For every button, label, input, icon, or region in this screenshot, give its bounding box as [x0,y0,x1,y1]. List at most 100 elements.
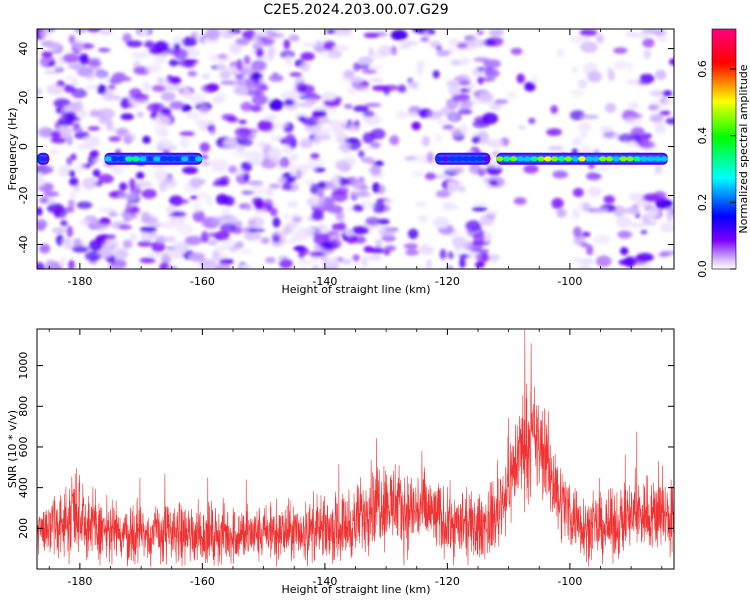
heatmap-blob [87,126,101,131]
heatmap-blob [37,176,45,187]
heatmap-blob [343,103,353,109]
heatmap-blob [624,207,638,215]
heatmap-blob [353,62,361,72]
heatmap-blob [269,157,279,164]
heatmap-blob [489,180,499,186]
heatmap-blob [411,170,424,178]
heatmap-blob [377,184,386,195]
heatmap-blob [327,119,344,127]
colorbar-tick-label: 0.4 [696,127,709,145]
heatmap-blob [551,197,564,210]
signal-band-core [612,156,621,162]
signal-band-core [448,156,457,162]
heatmap-blob [459,105,468,110]
heatmap-blob [368,254,382,261]
heatmap-blob [160,91,176,102]
heatmap-blob [628,192,646,202]
heatmap-blob [212,250,221,261]
signal-band-core [39,156,44,162]
heatmap-blob [64,75,77,81]
colorbar-gradient [711,28,737,270]
heatmap-blob [363,246,374,253]
heatmap-blob [250,60,267,72]
heatmap-blob [397,84,407,93]
heatmap-blob [418,246,435,255]
heatmap-blob [92,169,101,178]
y-tick-label: 1000 [17,352,30,380]
heatmap-blob [617,230,633,239]
heatmap-blob [251,94,268,106]
heatmap-blob [320,255,328,263]
heatmap-blob [613,47,628,54]
heatmap-blob [477,76,484,85]
heatmap-blob [552,170,568,179]
heatmap-blob [315,105,330,112]
heatmap-blob [460,57,471,66]
heatmap-blob [344,137,359,143]
heatmap-blob [192,210,205,223]
heatmap-blob [569,89,585,98]
x-tick-label: -140 [312,275,337,288]
heatmap-blob [238,264,252,269]
heatmap-blob [209,53,219,63]
heatmap-blob [337,177,349,186]
heatmap-blob [285,56,292,67]
heatmap-blob [55,234,64,246]
heatmap-blob [517,124,526,131]
heatmap-blob [398,41,408,50]
heatmap-blob [472,201,488,206]
heatmap-blob [317,181,326,190]
heatmap-blob [363,146,372,151]
heatmap-blob [403,243,419,250]
heatmap-blob [432,216,450,229]
heatmap-blob [62,111,77,122]
heatmap-blob [280,50,295,59]
heatmap-blob [654,163,663,175]
heatmap-blob [357,64,370,70]
heatmap-blob [248,216,265,229]
heatmap-blob [604,102,617,113]
heatmap-blob [331,223,347,231]
heatmap-blob [603,195,615,204]
heatmap-blob [243,232,262,241]
heatmap-blob [260,237,270,245]
heatmap-blob [243,55,251,66]
heatmap-blob [219,222,236,233]
heatmap-blob [662,90,673,97]
heatmap-blob [71,245,89,253]
heatmap-blob [353,105,369,112]
heatmap-blob [485,211,500,216]
heatmap-blob [63,84,76,93]
heatmap-blob [477,168,486,177]
heatmap-blob [159,262,170,269]
snr-panel: -180 -160 -140 -120 -100 200 400 600 800 1000 He… [6,328,675,596]
heatmap-signal [37,152,669,165]
signal-band-core [181,156,189,162]
signal-band-core [37,156,41,162]
heatmap-blob [74,131,90,140]
heatmap-blob [639,73,655,84]
heatmap-blob [229,42,242,55]
heatmap-blob [285,132,295,145]
heatmap-blob [412,29,426,34]
heatmap-blob [343,69,355,79]
y-tick-label: 0 [17,143,30,150]
heatmap-blob [288,34,300,42]
heatmap-blob [569,110,586,121]
heatmap-blob [170,215,186,226]
heatmap-blob [490,253,497,265]
heatmap-blob [57,165,71,177]
heatmap-blob [579,29,598,37]
heatmap-blob [639,140,655,149]
heatmap-blob [73,238,82,248]
heatmap-blob [126,40,143,48]
heatmap-blob [361,256,369,268]
heatmap-blob [131,52,146,59]
heatmap-blob [78,220,86,226]
signal-band-core [434,156,443,162]
heatmap-blob [550,105,558,114]
heatmap-blob [155,235,166,245]
heatmap-blob [215,93,227,104]
heatmap-blob [581,231,591,238]
heatmap-blob [471,135,481,144]
